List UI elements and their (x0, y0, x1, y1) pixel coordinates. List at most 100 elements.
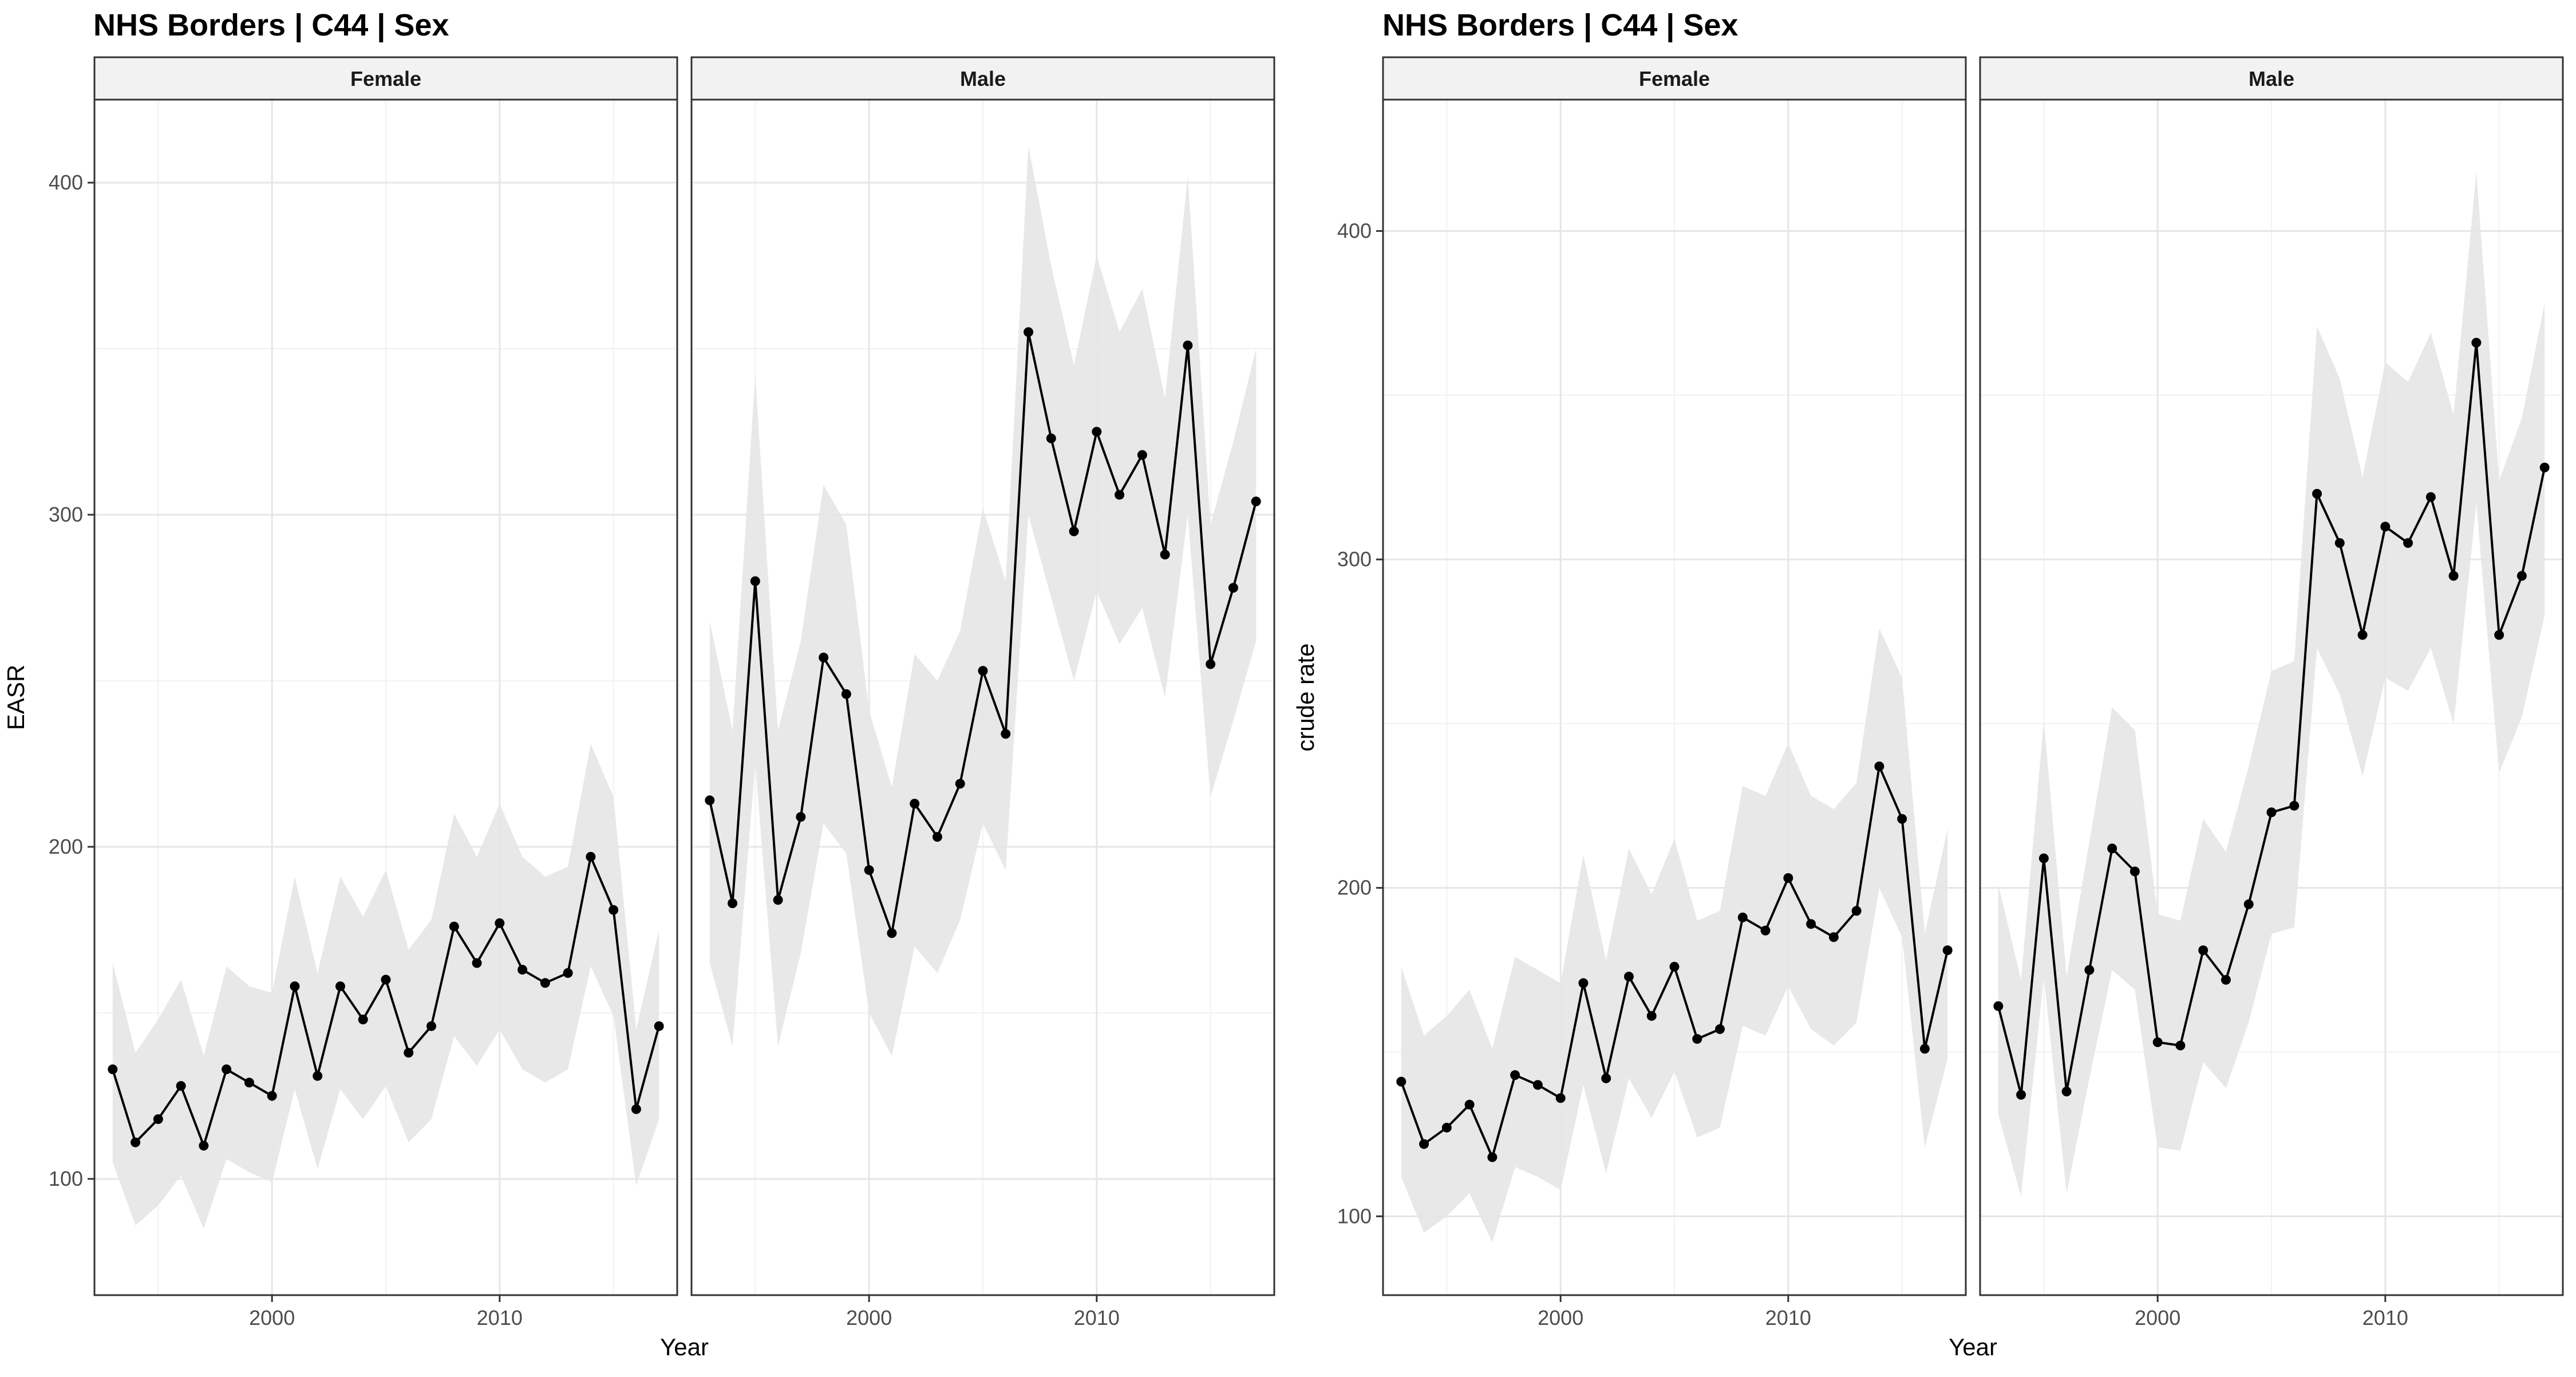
x-tick-label: 2010 (2362, 1306, 2408, 1329)
x-tick-label: 2010 (1765, 1306, 1811, 1329)
data-point-2014 (2471, 337, 2482, 348)
data-point-2010 (1092, 427, 1102, 437)
data-point-2006 (2289, 800, 2300, 811)
facet-strip (1979, 56, 2564, 101)
data-point-2013 (1160, 550, 1170, 560)
data-point-2017 (2539, 462, 2550, 472)
data-point-2017 (654, 1021, 664, 1031)
data-point-2016 (631, 1104, 641, 1114)
chart-title: NHS Borders | C44 | Sex (93, 8, 449, 43)
facet-panel-female: Female 2000 2010 100 200 300 400 (1337, 56, 1967, 1329)
data-point-2013 (2448, 571, 2459, 581)
x-tick-label: 2000 (1538, 1306, 1583, 1329)
data-point-1996 (773, 895, 783, 905)
data-point-2002 (1601, 1073, 1611, 1083)
facet-panel-male: Male 2000 2010 (1979, 56, 2564, 1329)
data-point-2004 (358, 1015, 368, 1025)
data-point-2001 (2175, 1040, 2186, 1051)
data-point-2010 (2380, 522, 2391, 532)
facet-strip (93, 56, 678, 101)
data-point-1998 (819, 652, 829, 662)
y-tick-label: 300 (1337, 547, 1372, 571)
facet-panel-male: Male 2000 2010 (690, 56, 1275, 1329)
data-point-2015 (2494, 630, 2504, 640)
data-point-2015 (1897, 814, 1907, 824)
data-point-2005 (381, 974, 391, 985)
data-point-1994 (1419, 1139, 1429, 1149)
facet-strip-label: Male (960, 67, 1006, 90)
data-point-1993 (1396, 1076, 1406, 1087)
data-point-2003 (932, 832, 942, 842)
data-point-2007 (2312, 488, 2322, 499)
data-point-1994 (2016, 1090, 2026, 1100)
data-point-1993 (1993, 1001, 2004, 1011)
data-point-2012 (1828, 932, 1839, 942)
x-tick-label: 2010 (477, 1306, 523, 1329)
data-point-1997 (2084, 965, 2095, 975)
data-point-2016 (1919, 1044, 1930, 1054)
data-point-2005 (2266, 807, 2277, 818)
data-point-2008 (2334, 538, 2345, 548)
data-point-2003 (335, 981, 345, 992)
data-point-2013 (1851, 906, 1862, 916)
data-point-2009 (472, 958, 482, 968)
data-point-2009 (1760, 925, 1771, 936)
data-point-2007 (1024, 327, 1034, 337)
data-point-2017 (1942, 945, 1953, 956)
confidence-ribbon (112, 744, 659, 1229)
data-point-2002 (2198, 945, 2208, 956)
x-axis-label: Year (660, 1333, 709, 1360)
data-point-1997 (1487, 1152, 1498, 1162)
data-point-2011 (517, 965, 528, 975)
x-tick-label: 2000 (249, 1306, 295, 1329)
data-point-1995 (750, 576, 760, 586)
facet-strip (690, 56, 1275, 101)
data-point-1999 (244, 1078, 254, 1088)
data-point-1994 (728, 898, 738, 909)
data-point-2012 (1137, 450, 1147, 460)
data-point-2007 (426, 1021, 437, 1031)
data-point-1998 (2107, 843, 2117, 854)
data-point-1996 (2061, 1086, 2072, 1096)
data-point-2007 (1715, 1024, 1725, 1034)
data-point-2004 (2243, 899, 2254, 909)
data-point-1993 (108, 1064, 118, 1075)
data-point-2009 (2357, 630, 2368, 640)
data-point-2012 (540, 978, 550, 988)
data-point-1995 (1441, 1122, 1452, 1133)
data-point-2006 (404, 1048, 414, 1058)
chart-2: NHS Borders | C44 | Sex crude rate Year Fem… (1292, 8, 2564, 1360)
data-point-1999 (841, 689, 851, 699)
y-tick-label: 200 (49, 835, 83, 858)
y-axis-label: crude rate (1292, 643, 1319, 751)
data-point-2000 (267, 1091, 277, 1101)
data-point-2008 (1737, 912, 1748, 922)
data-point-1996 (176, 1081, 186, 1091)
data-point-2001 (887, 928, 897, 938)
chart-title: NHS Borders | C44 | Sex (1382, 8, 1738, 43)
data-point-2002 (313, 1071, 323, 1081)
data-point-2004 (955, 779, 965, 789)
data-point-2012 (2425, 492, 2436, 502)
chart-1: NHS Borders | C44 | Sex EASR Year Female 200… (2, 8, 1275, 1360)
data-point-2014 (1183, 340, 1193, 350)
data-point-2005 (1669, 961, 1680, 972)
data-point-2008 (1046, 433, 1056, 444)
data-point-2000 (2152, 1037, 2163, 1047)
data-point-2008 (449, 921, 459, 932)
x-tick-label: 2000 (846, 1306, 892, 1329)
data-point-2017 (1251, 496, 1261, 507)
data-point-2006 (1001, 729, 1011, 739)
data-point-1999 (2129, 866, 2140, 877)
data-point-1997 (796, 812, 806, 822)
confidence-ribbon (1998, 172, 2545, 1197)
y-tick-label: 300 (49, 503, 83, 526)
data-point-1996 (1464, 1099, 1475, 1110)
data-point-2016 (2516, 571, 2527, 581)
data-point-2001 (1578, 978, 1589, 988)
data-point-2009 (1069, 526, 1079, 536)
data-point-2002 (910, 799, 920, 809)
data-point-2003 (1623, 972, 1634, 982)
facet-strip-label: Female (350, 67, 421, 90)
